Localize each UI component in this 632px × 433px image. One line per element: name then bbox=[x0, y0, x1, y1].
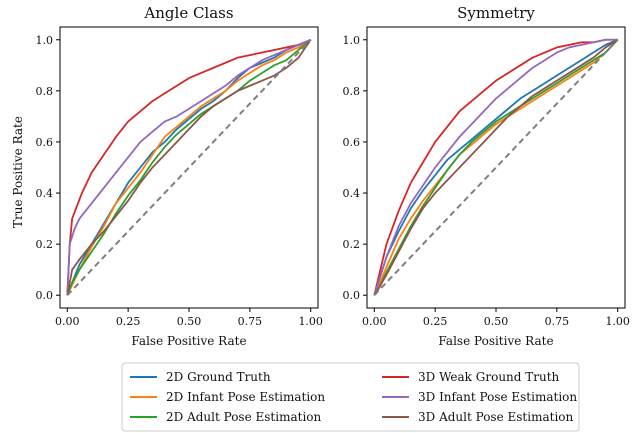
y-tick-label: 1.0 bbox=[36, 34, 54, 47]
y-tick-label: 0.0 bbox=[343, 289, 361, 302]
chart-title: Symmetry bbox=[457, 4, 535, 22]
axes-frame bbox=[366, 26, 626, 309]
legend-frame bbox=[121, 362, 580, 432]
series-line-2d-adult-pose-estimation bbox=[66, 39, 312, 296]
x-tick-label: 1.00 bbox=[605, 315, 630, 328]
series-line-3d-infant-pose-estimation bbox=[66, 38, 312, 296]
x-tick-label: 1.00 bbox=[298, 315, 323, 328]
x-tick-label: 0.00 bbox=[55, 315, 80, 328]
legend: 2D Ground Truth 2D Infant Pose Estimation… bbox=[121, 362, 580, 432]
series-line-2d-ground-truth bbox=[373, 38, 619, 296]
legend-label: 2D Infant Pose Estimation bbox=[166, 390, 325, 404]
y-tick-label: 0.6 bbox=[343, 136, 361, 149]
chance-diagonal-line bbox=[373, 39, 619, 296]
series-line-3d-adult-pose-estimation bbox=[373, 39, 619, 296]
chance-diagonal-line bbox=[66, 39, 312, 296]
x-tick-label: 0.50 bbox=[484, 315, 509, 328]
x-tick-label: 0.75 bbox=[238, 315, 263, 328]
legend-label: 3D Weak Ground Truth bbox=[418, 370, 560, 384]
y-tick-label: 0.2 bbox=[343, 238, 361, 251]
y-tick-label: 0.0 bbox=[36, 289, 54, 302]
legend-label: 3D Adult Pose Estimation bbox=[418, 410, 574, 424]
series-group bbox=[373, 38, 619, 296]
x-axis-label: False Positive Rate bbox=[131, 334, 246, 348]
y-tick-label: 0.4 bbox=[343, 187, 361, 200]
series-line-2d-infant-pose-estimation bbox=[373, 39, 619, 296]
y-tick-label: 0.8 bbox=[36, 85, 54, 98]
y-tick-label: 1.0 bbox=[343, 34, 361, 47]
y-axis-label: True Positive Rate bbox=[11, 116, 25, 228]
y-tick-label: 0.2 bbox=[36, 238, 54, 251]
series-line-3d-adult-pose-estimation bbox=[66, 39, 312, 296]
legend-label: 2D Adult Pose Estimation bbox=[166, 410, 322, 424]
legend-label: 2D Ground Truth bbox=[166, 370, 271, 384]
x-tick-label: 0.00 bbox=[362, 315, 387, 328]
y-tick-label: 0.6 bbox=[36, 136, 54, 149]
x-axis-label: False Positive Rate bbox=[438, 334, 553, 348]
chart-title: Angle Class bbox=[143, 4, 233, 22]
axes-frame bbox=[59, 26, 319, 309]
x-tick-label: 0.75 bbox=[545, 315, 570, 328]
x-tick-label: 0.25 bbox=[423, 315, 448, 328]
series-line-2d-ground-truth bbox=[66, 38, 312, 296]
series-line-3d-infant-pose-estimation bbox=[373, 38, 618, 296]
legend-label: 3D Infant Pose Estimation bbox=[418, 390, 577, 404]
series-line-3d-weak-ground-truth bbox=[373, 38, 618, 296]
series-group bbox=[66, 38, 312, 296]
x-tick-label: 0.50 bbox=[177, 315, 202, 328]
x-tick-label: 0.25 bbox=[116, 315, 141, 328]
series-line-3d-weak-ground-truth bbox=[66, 38, 312, 296]
chart-panel-symmetry: Symmetry False Positive Rate 0.00 0.25 0.5… bbox=[343, 4, 630, 348]
chart-panel-angle-class: Angle Class False Positive Rate 0.00 0.25… bbox=[36, 4, 323, 348]
y-tick-label: 0.8 bbox=[343, 85, 361, 98]
series-line-2d-adult-pose-estimation bbox=[373, 39, 619, 296]
y-tick-label: 0.4 bbox=[36, 187, 54, 200]
